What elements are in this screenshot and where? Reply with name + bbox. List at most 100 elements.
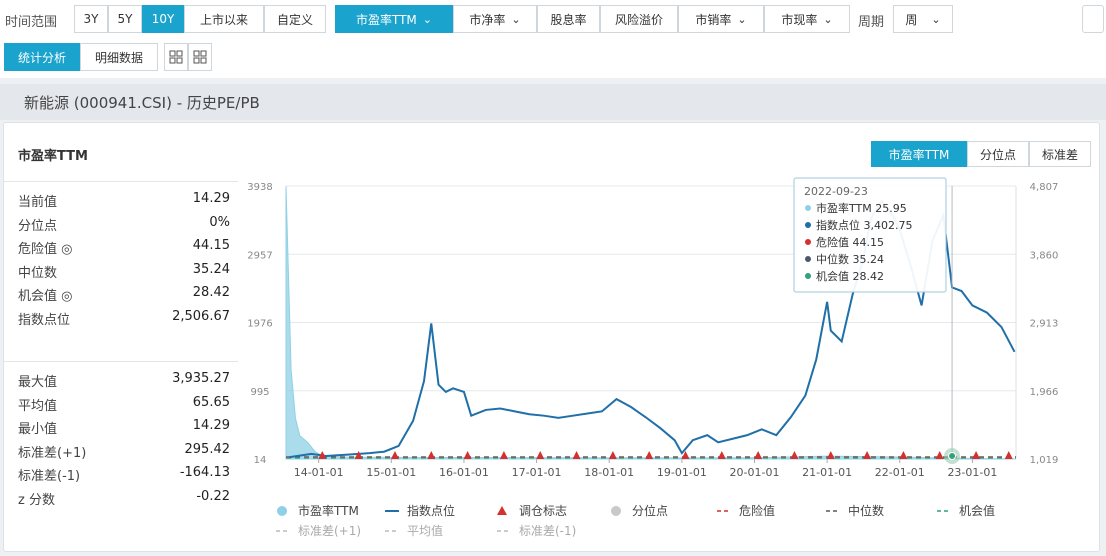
stats-divider xyxy=(4,181,238,182)
stat-value: 2,506.67 xyxy=(172,308,230,324)
range-3y-button[interactable]: 3Y xyxy=(74,5,108,33)
segment-percentile[interactable]: 分位点 xyxy=(967,141,1029,167)
grid-large-icon-graphic xyxy=(193,50,207,64)
period-dropdown[interactable]: 周 ⌄ xyxy=(893,5,953,33)
range-5y-button[interactable]: 5Y xyxy=(108,5,142,33)
stat-value: 3,935.27 xyxy=(172,371,230,386)
rebalance-marker xyxy=(681,451,690,459)
rebalance-marker xyxy=(972,451,981,459)
rebalance-marker xyxy=(536,451,545,459)
legend-item: 平均值 xyxy=(385,523,443,538)
stat-value: -164.13 xyxy=(179,465,230,480)
stats-divider xyxy=(4,361,238,362)
grid-small-icon[interactable] xyxy=(164,43,188,71)
series-pe-ttm-area xyxy=(285,186,1015,460)
rebalance-marker xyxy=(427,451,436,459)
tooltip-dot xyxy=(805,256,811,262)
card-title: 市盈率TTM xyxy=(18,149,88,164)
rebalance-marker xyxy=(608,451,617,459)
x-tick-label: 18-01-01 xyxy=(584,466,634,479)
x-tick-label: 20-01-01 xyxy=(730,466,780,479)
legend-swatch xyxy=(497,506,507,515)
tooltip-value: 44.15 xyxy=(853,236,885,249)
y-right-tick-label: 1,019 xyxy=(1030,455,1059,466)
legend-item: 标准差(+1) xyxy=(276,524,361,538)
view-toolbar: 统计分析 明细数据 xyxy=(0,38,1106,78)
x-tick-label: 21-01-01 xyxy=(802,466,852,479)
legend-item: 调仓标志 xyxy=(497,504,567,518)
range-since-listing-button[interactable]: 上市以来 xyxy=(184,5,264,33)
stat-value: 295.42 xyxy=(184,441,231,457)
legend-item: 机会值 xyxy=(937,503,995,518)
tooltip-label: 市盈率TTM xyxy=(816,201,875,215)
stat-label: 中位数 xyxy=(18,265,58,281)
tooltip-label: 机会值 xyxy=(816,269,853,283)
tooltip-dot xyxy=(805,239,811,245)
rebalance-marker xyxy=(1004,451,1013,459)
stat-row: 指数点位 2,506.67 xyxy=(18,309,230,331)
rebalance-marker xyxy=(318,451,327,459)
tooltip-row: 中位数 35.24 xyxy=(816,252,884,266)
stat-label: 指数点位 xyxy=(18,312,71,328)
stat-value: 14.29 xyxy=(192,191,230,206)
grid-small-icon-graphic xyxy=(169,50,183,64)
x-tick-label: 23-01-01 xyxy=(947,466,997,479)
legend-label: 平均值 xyxy=(407,523,443,538)
stat-value: 28.42 xyxy=(192,285,230,300)
stat-row: 标准差(+1) 295.42 xyxy=(18,442,230,464)
metric-dividend-button[interactable]: 股息率 xyxy=(537,5,600,33)
chevron-down-icon: ⌄ xyxy=(931,12,941,26)
rebalance-marker xyxy=(826,451,835,459)
series-index-line xyxy=(289,199,1016,459)
y-left-tick-label: 1976 xyxy=(247,319,272,330)
legend-label: 市盈率TTM xyxy=(298,503,359,518)
stat-label: 最大值 xyxy=(18,375,58,390)
legend-label: 指数点位 xyxy=(407,503,455,518)
tab-statistics[interactable]: 统计分析 xyxy=(4,43,80,71)
stat-value: 35.24 xyxy=(192,261,230,277)
metric-pb-dropdown[interactable]: 市净率 ⌄ xyxy=(453,5,537,33)
y-left-tick-label: 3938 xyxy=(247,182,272,193)
rebalance-marker xyxy=(935,451,944,459)
chevron-down-icon: ⌄ xyxy=(422,12,433,26)
range-custom-button[interactable]: 自定义 xyxy=(264,5,326,33)
stat-row: 危险值 ◎ 44.15 xyxy=(18,238,230,260)
x-tick-label: 22-01-01 xyxy=(875,466,925,479)
segment-pe-ttm[interactable]: 市盈率TTM xyxy=(871,141,967,167)
grid-large-icon[interactable] xyxy=(188,43,212,71)
legend-item: 分位点 xyxy=(611,503,668,518)
metric-risk-premium-button[interactable]: 风险溢价 xyxy=(600,5,678,33)
segment-std-dev[interactable]: 标准差 xyxy=(1029,141,1091,167)
tooltip-row: 指数点位 3,402.75 xyxy=(816,218,912,232)
stat-label: 分位点 xyxy=(18,218,58,234)
legend-item: 中位数 xyxy=(826,503,884,518)
tooltip-label: 中位数 xyxy=(816,252,853,266)
legend-label: 分位点 xyxy=(632,503,668,518)
rebalance-marker xyxy=(863,451,872,459)
metric-pcf-label: 市现率 xyxy=(781,12,818,27)
top-toolbar: 时间范围 3Y 5Y 10Y 上市以来 自定义 市盈率TTM ⌄ 市净率 ⌄ 股息率… xyxy=(0,0,1106,38)
tab-detail-data[interactable]: 明细数据 xyxy=(80,43,158,71)
stat-row: 平均值 65.65 xyxy=(18,395,230,417)
y-left-tick-label: 14 xyxy=(254,455,267,466)
legend-item: 危险值 xyxy=(717,503,775,518)
hover-halo xyxy=(944,448,961,464)
chevron-down-icon: ⌄ xyxy=(823,12,833,26)
legend-label: 中位数 xyxy=(848,503,884,518)
metric-ps-dropdown[interactable]: 市销率 ⌄ xyxy=(678,5,764,33)
x-tick-label: 17-01-01 xyxy=(512,466,562,479)
stat-row: 最小值 14.29 xyxy=(18,418,230,440)
y-right-tick-label: 2,913 xyxy=(1030,319,1059,330)
expand-icon[interactable] xyxy=(1082,5,1104,33)
rebalance-marker xyxy=(645,451,654,459)
legend-item: 标准差(-1) xyxy=(497,524,576,538)
legend-swatch xyxy=(277,506,287,516)
metric-pe-ttm-dropdown[interactable]: 市盈率TTM ⌄ xyxy=(335,5,453,33)
stat-label: z 分数 xyxy=(18,492,55,508)
legend-label: 机会值 xyxy=(959,503,995,518)
range-10y-button[interactable]: 10Y xyxy=(142,5,184,33)
tooltip-value: 35.24 xyxy=(853,253,885,266)
stat-label: 最小值 xyxy=(18,422,58,437)
metric-pcf-dropdown[interactable]: 市现率 ⌄ xyxy=(764,5,850,33)
tooltip-dot xyxy=(805,222,811,228)
